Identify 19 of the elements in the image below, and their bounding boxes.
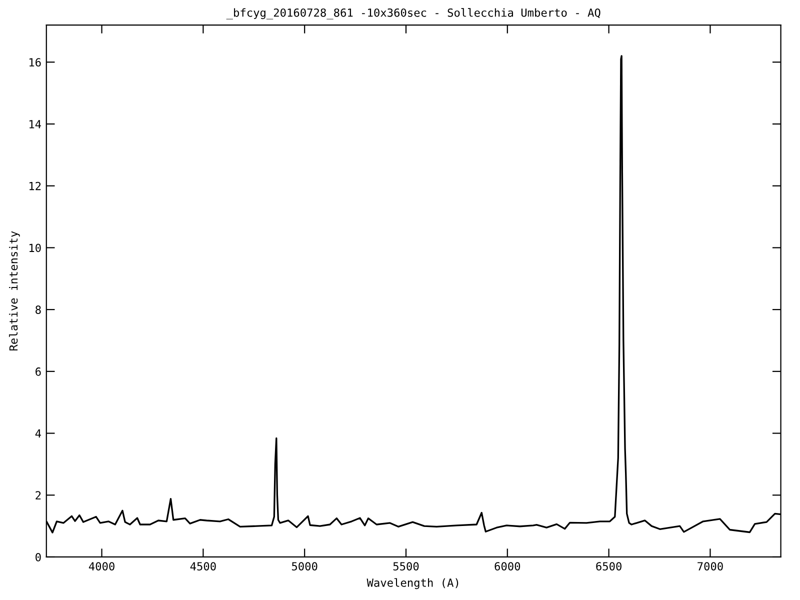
y-tick-label: 8 — [36, 306, 41, 314]
y-tick-label: 14 — [29, 120, 42, 128]
y-axis-title: Relative intensity — [9, 231, 20, 350]
y-tick-label: 2 — [36, 491, 41, 500]
y-tick-label: 4 — [35, 429, 42, 438]
y-tick-label: 16 — [29, 58, 41, 67]
x-tick-label: 4000 — [88, 562, 114, 570]
y-tick-label: 10 — [29, 244, 41, 252]
chart-title: _bfcyg_20160728_861 -10x360sec - Sollecchia Umberto - AQ — [226, 8, 600, 20]
y-tick-label: 12 — [29, 182, 41, 190]
x-axis-title: Wavelength (A) — [366, 578, 458, 590]
x-tick-label: 4500 — [190, 562, 216, 570]
y-tick-label: 6 — [36, 367, 41, 376]
y-tick-label: 0 — [36, 552, 41, 562]
x-tick-label: 7000 — [698, 562, 723, 570]
x-tick-label: 6000 — [494, 562, 520, 570]
x-tick-label: 6500 — [596, 562, 622, 570]
x-tick-label: 5500 — [393, 562, 419, 570]
x-tick-label: 5000 — [292, 562, 318, 570]
